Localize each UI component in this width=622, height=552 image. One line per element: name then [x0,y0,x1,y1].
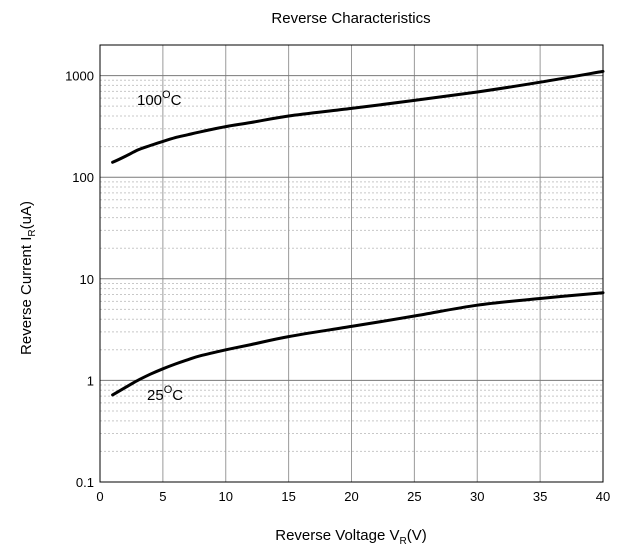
series-lines [111,69,605,397]
x-tick-label: 40 [596,489,610,504]
x-tick-label: 5 [159,489,166,504]
x-tick-labels: 0 5 10 15 20 25 30 35 40 [96,489,610,504]
y-tick-label: 10 [80,272,94,287]
y-tick-label: 0.1 [76,475,94,490]
series-label: 100OC [137,89,182,109]
x-tick-label: 30 [470,489,484,504]
series-line [111,291,605,397]
series-line [111,69,605,164]
x-tick-label: 20 [344,489,358,504]
x-tick-label: 15 [281,489,295,504]
series-labels: 100OC 25OC [137,89,183,404]
y-axis-label: Reverse Current IR(uA) [18,201,38,355]
x-tick-label: 35 [533,489,547,504]
y-tick-label: 1 [87,373,94,388]
x-tick-label: 0 [96,489,103,504]
major-gridlines [100,45,603,482]
series-label: 25OC [147,384,183,404]
x-axis-label: Reverse Voltage VR(V) [275,527,426,547]
chart-title: Reverse Characteristics [271,10,430,27]
x-tick-label: 25 [407,489,421,504]
y-tick-label: 1000 [65,69,94,84]
y-tick-label: 100 [72,170,94,185]
y-tick-labels: 0.1 1 10 100 1000 [65,69,94,490]
x-tick-label: 10 [219,489,233,504]
plot-frame [99,44,604,483]
